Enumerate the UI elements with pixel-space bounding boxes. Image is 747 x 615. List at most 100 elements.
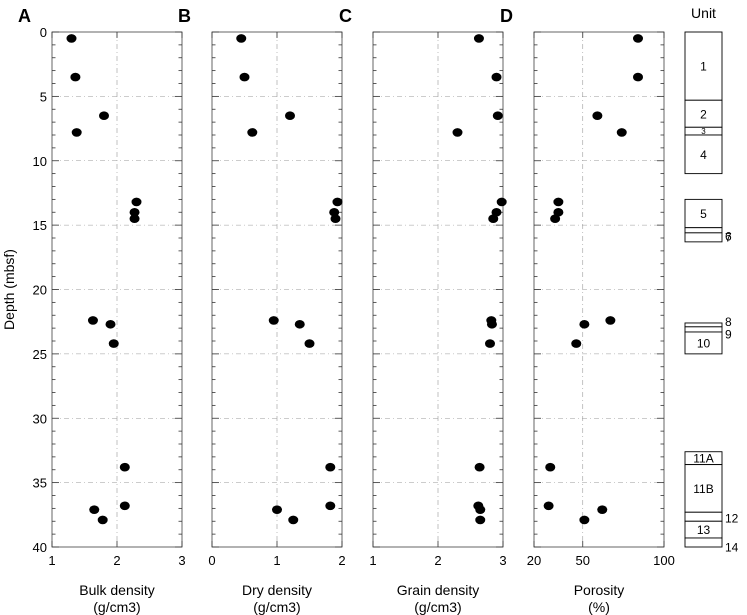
data-point [70,72,81,82]
x-tick-label: 3 [499,553,506,568]
unit-label: 7 [725,230,732,244]
data-point [105,319,116,329]
data-point [119,501,130,511]
data-point [550,214,561,223]
panel-letter: B [178,6,191,26]
data-point [597,505,608,514]
x-tick-label: 0 [208,553,215,568]
data-point [325,501,336,511]
x-axis-title: Bulk density [79,582,154,598]
data-point [325,462,336,472]
unit-label: 6 [725,229,732,243]
unit-column-title: Unit [691,5,716,21]
data-point [543,501,554,511]
unit-box [684,31,723,101]
data-point [97,515,108,525]
unit-label: 14 [725,540,739,554]
y-tick-label: 15 [33,218,47,233]
data-point [579,515,590,525]
x-axis-title: Dry density [242,582,312,598]
unit-label: 2 [700,107,707,121]
data-point [89,505,100,514]
data-point [488,214,499,223]
data-point [474,462,485,472]
x-axis-unit: (g/cm3) [253,599,300,615]
data-point [579,319,590,329]
unit-label: 9 [725,327,732,341]
unit-box [684,99,723,128]
unit-box [684,198,723,229]
data-point [272,505,282,514]
y-tick-label: 10 [33,154,47,169]
data-point [330,214,341,223]
data-point [87,316,98,325]
data-point [486,319,497,329]
y-tick-label: 5 [40,89,47,104]
data-point [119,462,130,472]
data-point [473,34,484,43]
panel-letter: D [500,6,513,26]
data-point [452,128,463,137]
x-axis-unit: (%) [588,599,610,615]
data-point [633,34,643,43]
data-point [129,214,140,223]
unit-label: 5 [700,207,707,221]
data-point [99,111,109,120]
x-tick-label: 2 [434,553,441,568]
data-point [492,111,503,120]
x-axis-unit: (g/cm3) [93,599,140,615]
data-point [236,34,247,43]
panel-letter: A [18,6,31,26]
unit-label: 4 [700,148,707,162]
unit-box [684,331,723,355]
panel-letter: C [339,6,352,26]
y-tick-label: 25 [33,347,47,362]
data-point [66,34,77,43]
data-point [285,111,295,120]
x-tick-label: 50 [576,553,590,568]
unit-label: 11B [693,482,713,496]
x-axis-title: Porosity [574,582,625,598]
data-point [545,462,556,472]
x-tick-label: 1 [369,553,376,568]
unit-box [684,134,723,175]
data-point [332,197,343,207]
unit-label: 8 [725,315,732,329]
unit-box [684,322,723,328]
data-point [268,316,279,325]
data-point [496,197,507,207]
data-point [633,72,643,82]
unit-box [684,227,723,234]
x-tick-label: 1 [273,553,280,568]
y-tick-label: 30 [33,411,47,426]
data-point [108,339,119,348]
data-point [71,128,82,137]
data-point [616,128,627,137]
data-point [288,515,299,525]
unit-box [684,464,723,513]
data-point [294,319,305,329]
data-point [491,207,502,217]
data-point [592,111,603,120]
x-tick-label: 100 [653,553,675,568]
data-point [553,197,564,207]
unit-box [684,232,723,243]
unit-label: 12 [725,512,739,526]
data-point [329,207,340,217]
y-axis-title: Depth (mbsf) [1,249,17,330]
unit-label: 13 [697,523,711,537]
unit-label: 1 [700,60,707,74]
x-tick-label: 2 [338,553,345,568]
data-point [129,207,140,217]
y-tick-label: 35 [33,476,47,491]
unit-box [684,326,723,333]
unit-label: 10 [697,336,711,350]
x-tick-label: 20 [527,553,541,568]
data-point [571,339,582,348]
data-point [491,72,502,82]
data-point [239,72,250,82]
x-axis-unit: (g/cm3) [414,599,461,615]
unit-label: 3 [701,127,706,136]
data-point [485,339,495,348]
